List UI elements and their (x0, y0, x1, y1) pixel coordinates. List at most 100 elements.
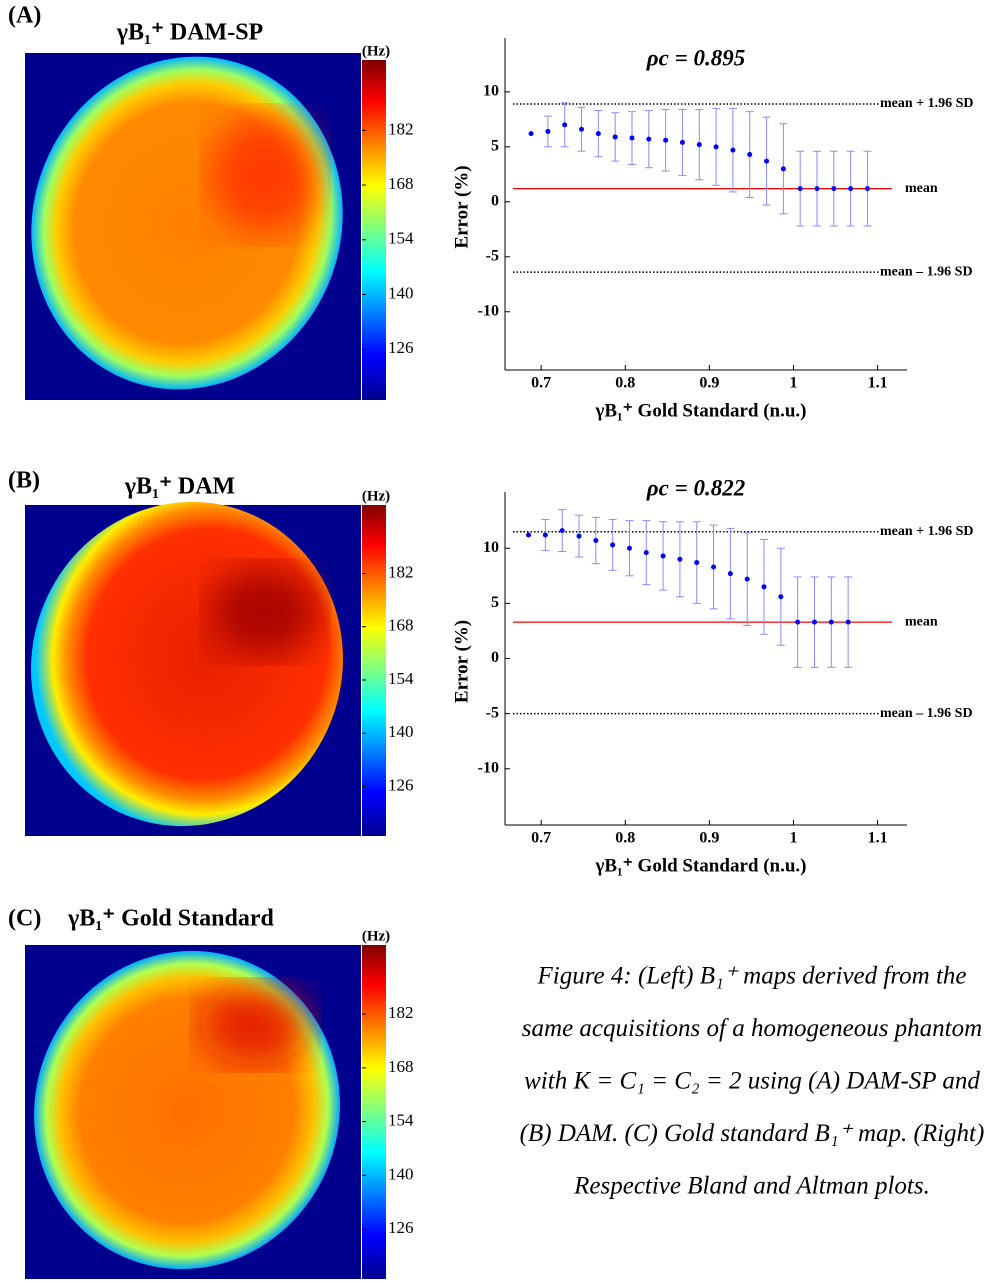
data-point (795, 619, 801, 625)
data-point (814, 186, 820, 192)
x-tick-label: 0.8 (615, 830, 635, 847)
y-tick-label: 10 (483, 539, 499, 556)
colorbar-tick-label: 168 (388, 174, 414, 193)
data-point (542, 532, 548, 538)
data-point (780, 166, 786, 172)
x-axis-label: γB₁⁺ Gold Standard (n.u.) (595, 855, 807, 876)
x-tick-label: 1.1 (868, 830, 888, 847)
x-tick-label: 0.8 (615, 375, 635, 392)
data-point (612, 134, 618, 140)
data-point (727, 571, 733, 577)
map-b (25, 501, 361, 836)
reference-label: mean (905, 614, 938, 629)
data-point (711, 564, 717, 570)
data-point (747, 152, 753, 158)
data-point (713, 144, 719, 150)
reference-label: mean + 1.96 SD (880, 96, 974, 111)
y-tick-label: 5 (491, 594, 499, 611)
colorbar-tick-label: 154 (388, 669, 414, 688)
data-point (663, 137, 669, 143)
colorbar-unit: (Hz) (362, 43, 390, 59)
caption-line: Figure 4: (Left) B₁⁺ maps derived from t… (537, 963, 967, 990)
panel-label: (B) (8, 468, 40, 494)
x-tick-label: 0.7 (531, 830, 551, 847)
colorbar-tick-label: 182 (388, 1003, 414, 1022)
map-title: γB₁⁺ Gold Standard (67, 906, 274, 932)
y-tick-label: 0 (491, 649, 499, 666)
colorbar-tick-label: 140 (388, 283, 414, 302)
reference-label: mean – 1.96 SD (880, 264, 973, 279)
data-point (778, 594, 784, 600)
colorbar-tick-label: 182 (388, 562, 414, 581)
data-point (629, 135, 635, 141)
data-point (730, 147, 736, 153)
data-point (626, 545, 632, 551)
y-tick-label: -5 (486, 704, 499, 721)
colorbar-tick-label: 168 (388, 616, 414, 635)
data-point (694, 560, 700, 566)
data-point (562, 122, 568, 128)
data-point (643, 550, 649, 556)
caption-line: (B) DAM. (C) Gold standard B₁⁺ map. (Rig… (520, 1120, 985, 1147)
colorbar-unit: (Hz) (362, 928, 390, 944)
caption-line: same acquisitions of a homogeneous phant… (522, 1015, 982, 1042)
data-point (526, 532, 532, 538)
data-point (828, 619, 834, 625)
colorbar (362, 945, 386, 1279)
colorbar-tick-label: 126 (388, 775, 414, 794)
y-tick-label: 5 (491, 138, 499, 155)
colorbar (362, 60, 386, 400)
data-point (528, 131, 534, 137)
data-point (831, 186, 837, 192)
y-tick-label: -10 (478, 302, 499, 319)
colorbar-tick-label: 154 (388, 1111, 414, 1130)
data-point (559, 528, 565, 534)
data-point (811, 619, 817, 625)
colorbar (362, 505, 386, 836)
data-point (595, 131, 601, 137)
chart-title: ρc = 0.895 (646, 45, 745, 70)
data-point (677, 556, 683, 562)
reference-label: mean + 1.96 SD (880, 524, 974, 539)
colorbar-tick-label: 126 (388, 338, 414, 357)
data-point (761, 584, 767, 590)
data-point (848, 186, 854, 192)
x-tick-label: 0.7 (531, 375, 551, 392)
y-axis-label: Error (%) (451, 620, 472, 703)
y-tick-label: -10 (478, 759, 499, 776)
colorbar-tick-label: 168 (388, 1057, 414, 1076)
x-tick-label: 1 (789, 830, 797, 847)
caption-line: Respective Bland and Altman plots. (573, 1173, 930, 1200)
data-point (744, 576, 750, 582)
reference-label: mean (905, 181, 938, 196)
data-point (660, 553, 666, 559)
caption-line: with K = C₁ = C₂ = 2 using (A) DAM-SP an… (524, 1068, 980, 1095)
panel-label: (A) (8, 3, 41, 29)
x-axis-label: γB₁⁺ Gold Standard (n.u.) (595, 400, 807, 421)
y-tick-label: 10 (483, 83, 499, 100)
colorbar-unit: (Hz) (362, 488, 390, 504)
data-point (764, 158, 770, 164)
y-tick-label: 0 (491, 192, 499, 209)
colorbar-tick-label: 140 (388, 722, 414, 741)
x-tick-label: 1.1 (868, 375, 888, 392)
data-point (576, 533, 582, 539)
y-tick-label: -5 (486, 247, 499, 264)
map-title: γB₁⁺ DAM-SP (116, 20, 263, 46)
colorbar-tick-label: 182 (388, 119, 414, 138)
data-point (593, 538, 599, 544)
data-point (646, 136, 652, 142)
data-point (845, 619, 851, 625)
map-c (25, 945, 361, 1279)
data-point (545, 128, 551, 134)
data-point (864, 186, 870, 192)
x-tick-label: 0.9 (699, 830, 719, 847)
data-point (696, 142, 702, 148)
colorbar-tick-label: 154 (388, 229, 414, 248)
data-point (579, 126, 585, 132)
data-point (679, 139, 685, 145)
colorbar-tick-label: 140 (388, 1164, 414, 1183)
x-tick-label: 1 (789, 375, 797, 392)
